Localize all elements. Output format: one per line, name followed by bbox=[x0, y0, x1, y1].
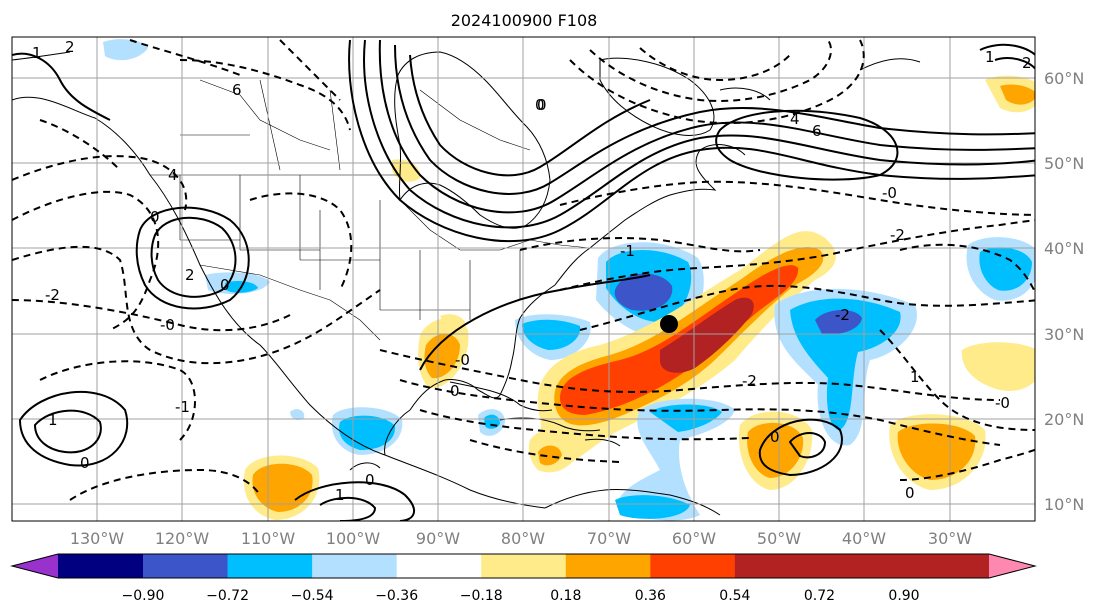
lon-tick-label: 80°W bbox=[501, 529, 545, 548]
colorbar-extend-high bbox=[989, 554, 1035, 578]
lat-tick-label: 60°N bbox=[1044, 69, 1084, 88]
contour-label: -1 bbox=[175, 398, 190, 416]
colorbar-segment bbox=[396, 554, 482, 578]
contour-label: 0 bbox=[150, 208, 160, 226]
colorbar-segment bbox=[481, 554, 567, 578]
map-frame bbox=[11, 36, 1036, 522]
colorbar-tick-label: −0.54 bbox=[291, 588, 334, 604]
contour-label: 1 bbox=[48, 411, 58, 429]
colorbar-tick-label: −0.90 bbox=[122, 588, 165, 604]
contour-label: -2 bbox=[742, 372, 757, 390]
contour-label: 0 bbox=[770, 428, 780, 446]
contour-label: 1 bbox=[335, 486, 345, 504]
coastlines bbox=[12, 51, 921, 516]
lon-tick-label: 130°W bbox=[70, 529, 125, 548]
colorbar-tick-label: 0.72 bbox=[804, 588, 835, 604]
colorbar-extend-low bbox=[12, 554, 58, 578]
contour-label: -0 bbox=[455, 351, 470, 369]
contour-label: -0 bbox=[160, 316, 175, 334]
contour-label: 0 bbox=[80, 454, 90, 472]
colorbar-ticks: −0.90 −0.72 −0.54 −0.36 −0.18 0.18 0.36 … bbox=[122, 588, 920, 604]
contour-label: -2 bbox=[835, 306, 850, 324]
borders bbox=[150, 79, 591, 341]
lat-tick-label: 20°N bbox=[1044, 410, 1084, 429]
contour-label: -2 bbox=[890, 226, 905, 244]
colorbar-segment bbox=[227, 554, 313, 578]
contour-label: 6 bbox=[812, 122, 822, 140]
colorbar-tick-label: 0.54 bbox=[719, 588, 750, 604]
colorbar: −0.90 −0.72 −0.54 −0.36 −0.18 0.18 0.36 … bbox=[10, 553, 1037, 604]
map-area: 1 2 4 6 0 -2 2 0 -0 1 0 -1 4 6 0 -0 -2 -… bbox=[12, 37, 1035, 521]
colorbar-tick-label: 0.90 bbox=[888, 588, 919, 604]
negative-contours bbox=[12, 39, 1035, 501]
contour-label: 2 bbox=[1022, 54, 1032, 72]
contour-label: -1 bbox=[620, 242, 635, 260]
lon-tick-label: 120°W bbox=[155, 529, 210, 548]
contour-label: 0 bbox=[220, 276, 230, 294]
contour-label: 1 bbox=[985, 48, 995, 66]
storm-center-marker bbox=[660, 315, 678, 333]
contour-label: 2 bbox=[185, 266, 195, 284]
contour-label: 2 bbox=[65, 38, 75, 56]
colorbar-segment bbox=[312, 554, 398, 578]
colorbar-segment bbox=[565, 554, 651, 578]
contour-label: 4 bbox=[168, 166, 178, 184]
lon-tick-label: 90°W bbox=[416, 529, 460, 548]
contour-label: 0 bbox=[905, 484, 915, 502]
colorbar-segment bbox=[734, 554, 989, 578]
contour-label: 0 bbox=[450, 382, 460, 400]
colorbar-outline bbox=[10, 553, 1037, 579]
lon-tick-label: 70°W bbox=[587, 529, 631, 548]
contour-label: -0 bbox=[995, 394, 1010, 412]
colorbar-tick-label: 0.18 bbox=[550, 588, 581, 604]
lat-tick-label: 30°N bbox=[1044, 325, 1084, 344]
contour-label: 4 bbox=[790, 110, 800, 128]
contour-label: 0 bbox=[535, 96, 545, 114]
anomaly-shading bbox=[103, 39, 1035, 521]
contour-label: -0 bbox=[882, 184, 897, 202]
lon-tick-label: 50°W bbox=[757, 529, 801, 548]
contour-label: 6 bbox=[232, 81, 242, 99]
lat-tick-label: 40°N bbox=[1044, 239, 1084, 258]
lon-tick-label: 60°W bbox=[672, 529, 716, 548]
contour-label: 0 bbox=[365, 471, 375, 489]
latitude-axis: 60°N 50°N 40°N 30°N 20°N 10°N bbox=[1044, 69, 1084, 514]
contour-label: -2 bbox=[45, 286, 60, 304]
contour-label: 1 bbox=[910, 368, 920, 386]
lon-tick-label: 110°W bbox=[241, 529, 296, 548]
colorbar-tick-label: −0.72 bbox=[206, 588, 249, 604]
colorbar-segment bbox=[143, 554, 229, 578]
lat-tick-label: 10°N bbox=[1044, 495, 1084, 514]
contour-label: 0 bbox=[537, 96, 547, 114]
colorbar-tick-label: 0.36 bbox=[635, 588, 666, 604]
lon-tick-label: 40°W bbox=[842, 529, 886, 548]
lon-tick-label: 100°W bbox=[326, 529, 381, 548]
longitude-axis: 130°W 120°W 110°W 100°W 90°W 80°W 70°W 6… bbox=[70, 529, 972, 548]
lon-tick-label: 30°W bbox=[928, 529, 972, 548]
colorbar-tick-label: −0.18 bbox=[460, 588, 503, 604]
lat-tick-label: 50°N bbox=[1044, 154, 1084, 173]
map-title: 2024100900 F108 bbox=[451, 11, 598, 30]
colorbar-tick-label: −0.36 bbox=[375, 588, 418, 604]
contour-labels: 1 2 4 6 0 -2 2 0 -0 1 0 -1 4 6 0 -0 -2 -… bbox=[32, 38, 1032, 504]
contour-label: 1 bbox=[32, 44, 42, 62]
colorbar-segment bbox=[58, 554, 144, 578]
colorbar-segment bbox=[650, 554, 736, 578]
positive-contours bbox=[12, 39, 1035, 521]
